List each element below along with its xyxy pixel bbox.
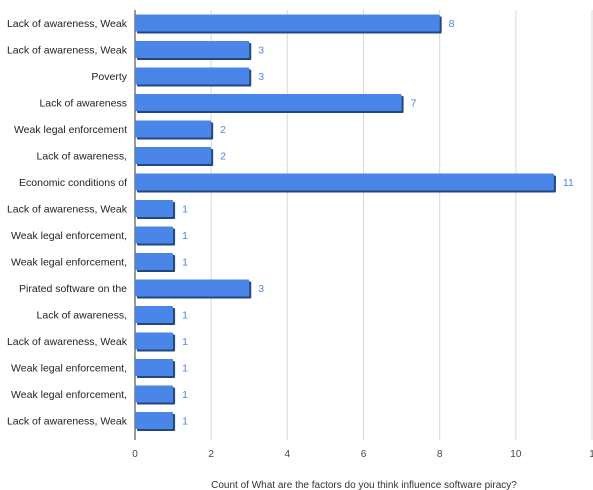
category-label: Lack of awareness, Weak xyxy=(7,416,128,428)
category-label: Economic conditions of xyxy=(19,177,127,189)
x-tick-label: 8 xyxy=(437,449,443,460)
data-label: 1 xyxy=(182,389,188,401)
category-label: Weak legal enforcement, xyxy=(11,389,127,401)
bar xyxy=(135,279,250,297)
category-label: Lack of awareness, Weak xyxy=(7,45,128,57)
data-label: 2 xyxy=(220,124,226,136)
bar xyxy=(135,67,250,85)
bar xyxy=(135,120,212,138)
bars xyxy=(135,14,556,431)
data-label: 1 xyxy=(182,310,188,322)
data-label: 1 xyxy=(182,204,188,216)
data-label: 11 xyxy=(563,177,574,189)
bar xyxy=(135,226,174,244)
bar xyxy=(135,173,554,191)
bar xyxy=(135,332,174,350)
category-label: Poverty xyxy=(91,71,127,83)
x-tick-label: 0 xyxy=(132,449,138,460)
data-label: 1 xyxy=(182,363,188,375)
data-label: 2 xyxy=(220,151,226,163)
data-label: 1 xyxy=(182,257,188,269)
x-tick-label: 2 xyxy=(208,449,214,460)
x-axis-title: Count of What are the factors do you thi… xyxy=(211,480,517,490)
bar xyxy=(135,14,440,32)
x-tick-label: 1 xyxy=(589,449,593,460)
x-tick-label: 4 xyxy=(285,449,291,460)
data-label: 7 xyxy=(411,98,417,110)
data-label: 1 xyxy=(182,230,188,242)
category-label: Lack of awareness, Weak xyxy=(7,336,128,348)
x-tick-label: 10 xyxy=(510,449,522,460)
category-label: Lack of awareness, xyxy=(37,151,127,163)
data-label: 8 xyxy=(449,18,455,30)
data-label: 3 xyxy=(258,45,264,57)
category-label: Lack of awareness, xyxy=(37,310,127,322)
bar xyxy=(135,94,402,111)
data-label: 1 xyxy=(182,416,188,428)
category-label: Pirated software on the xyxy=(19,283,127,295)
bar xyxy=(135,253,174,270)
bar xyxy=(135,385,174,403)
bar xyxy=(135,412,174,429)
category-label: Lack of awareness, Weak xyxy=(7,204,128,216)
category-label: Weak legal enforcement, xyxy=(11,230,127,242)
x-tick-label: 6 xyxy=(361,449,367,460)
category-label: Weak legal enforcement, xyxy=(11,257,127,269)
bar xyxy=(135,147,212,164)
bar xyxy=(135,41,250,58)
data-label: 3 xyxy=(258,71,264,83)
data-label: 3 xyxy=(258,283,264,295)
category-label: Lack of awareness, Weak xyxy=(7,18,128,30)
category-label: Weak legal enforcement xyxy=(14,124,127,136)
x-axis-ticks: 0 2 4 6 8 10 1 xyxy=(132,449,593,460)
bar xyxy=(135,359,174,376)
category-label: Weak legal enforcement, xyxy=(11,363,127,375)
bar xyxy=(135,200,174,217)
bar xyxy=(135,306,174,323)
data-label: 1 xyxy=(182,336,188,348)
category-labels: Lack of awareness, Weak Lack of awareness… xyxy=(7,18,128,428)
category-label: Lack of awareness xyxy=(39,98,127,110)
